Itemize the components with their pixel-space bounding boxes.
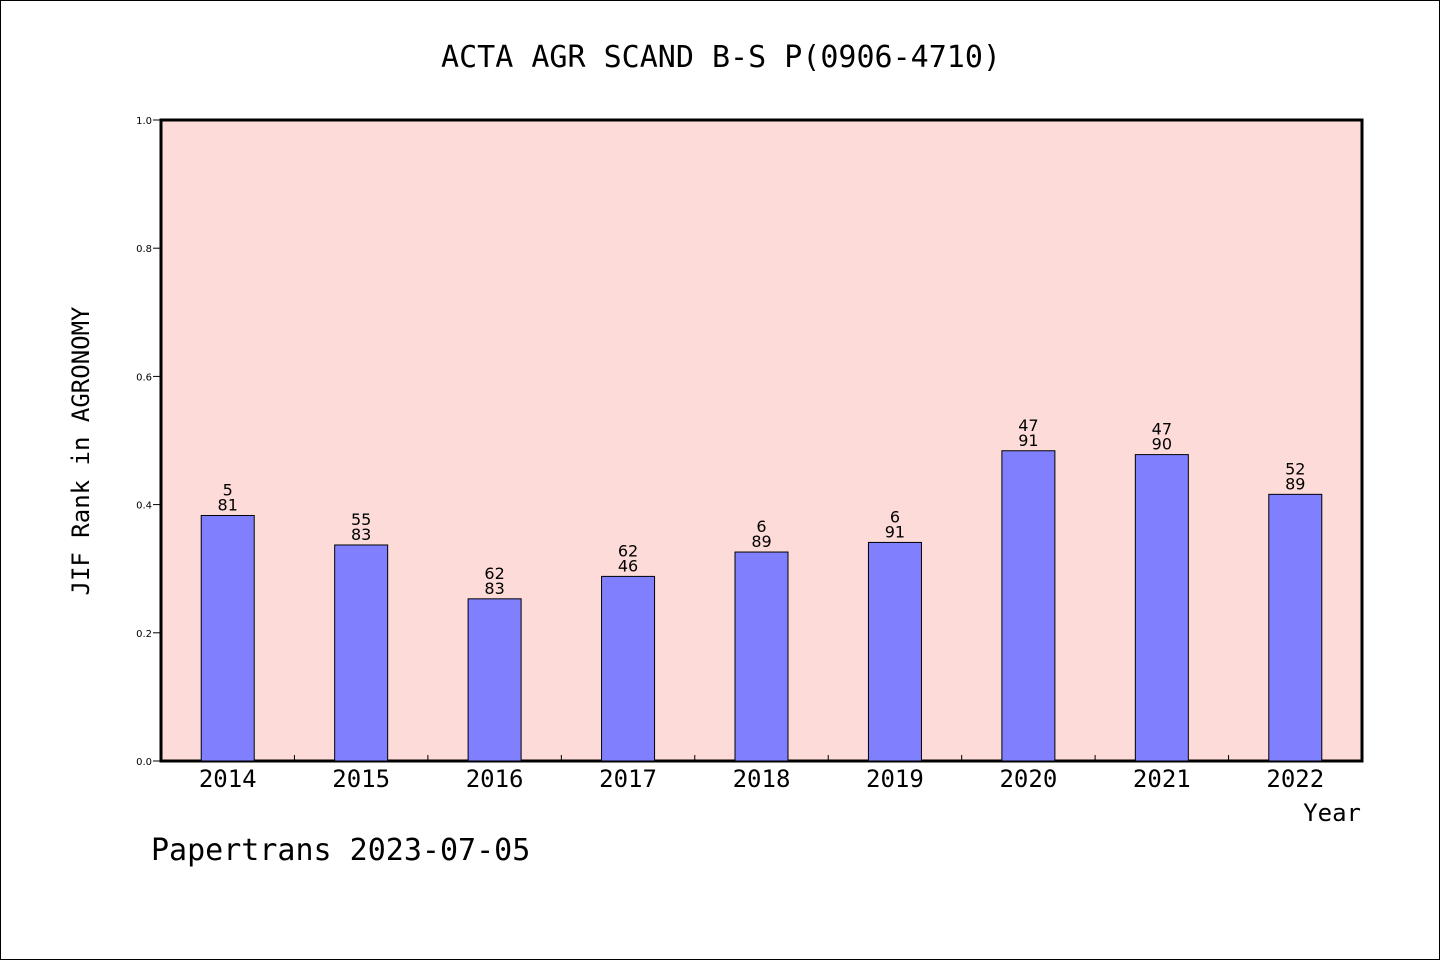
data-label-top: 47 — [1152, 420, 1172, 439]
data-label-top: 47 — [1018, 416, 1038, 435]
footer-credit: Papertrans 2023-07-05 — [151, 833, 531, 868]
bar-2016 — [467, 598, 522, 762]
bar-2014 — [200, 514, 255, 762]
data-label-bottom: 89 — [751, 532, 771, 551]
bar-2018 — [734, 551, 789, 762]
bar-2017 — [601, 575, 656, 762]
data-label-bottom: 91 — [1018, 431, 1038, 450]
x-tick-label: 2021 — [1133, 765, 1191, 793]
x-tick-label: 2015 — [332, 765, 390, 793]
bar-2022 — [1268, 493, 1323, 762]
data-label-bottom: 83 — [351, 525, 371, 544]
data-label-bottom: 46 — [618, 556, 638, 575]
data-label-bottom: 81 — [218, 495, 238, 514]
data-label-top: 6 — [890, 507, 900, 526]
y-axis-ticks: 0.0 0.2 0.4 0.6 0.8 1.0 — [136, 116, 161, 768]
x-tick-label: 2022 — [1266, 765, 1324, 793]
y-tick-label: 0.8 — [136, 244, 152, 255]
x-axis-label: Year — [1303, 799, 1361, 827]
data-label-top: 55 — [351, 510, 371, 529]
data-label-bottom: 89 — [1285, 474, 1305, 493]
y-tick-label: 0.4 — [136, 501, 152, 512]
y-tick-label: 0.0 — [136, 757, 152, 768]
x-tick-label: 2017 — [599, 765, 657, 793]
data-label-top: 6 — [756, 517, 766, 536]
data-label-bottom: 90 — [1152, 435, 1172, 454]
y-tick-label: 0.2 — [136, 629, 152, 640]
data-label-top: 62 — [618, 541, 638, 560]
chart-title: ACTA AGR SCAND B-S P(0906-4710) — [441, 40, 1001, 75]
bar-2021 — [1134, 454, 1189, 762]
x-tick-label: 2020 — [999, 765, 1057, 793]
x-tick-label: 2016 — [466, 765, 524, 793]
y-tick-label: 0.6 — [136, 372, 152, 383]
y-tick-label: 1.0 — [136, 116, 152, 127]
x-tick-label: 2018 — [733, 765, 791, 793]
data-label-bottom: 83 — [484, 579, 504, 598]
data-label-top: 52 — [1285, 459, 1305, 478]
bar-2020 — [1001, 450, 1056, 762]
bar-2019 — [867, 541, 922, 762]
data-label-top: 5 — [223, 480, 233, 499]
data-label-bottom: 91 — [885, 522, 905, 541]
data-label-top: 62 — [484, 564, 504, 583]
bar-2015 — [334, 544, 389, 762]
x-tick-label: 2019 — [866, 765, 924, 793]
x-tick-label: 2014 — [199, 765, 257, 793]
y-axis-label: JIF Rank in AGRONOMY — [67, 306, 95, 596]
x-axis-ticks: 2014 2015 2016 2017 2018 2019 2020 2021 2022 — [199, 755, 1324, 793]
